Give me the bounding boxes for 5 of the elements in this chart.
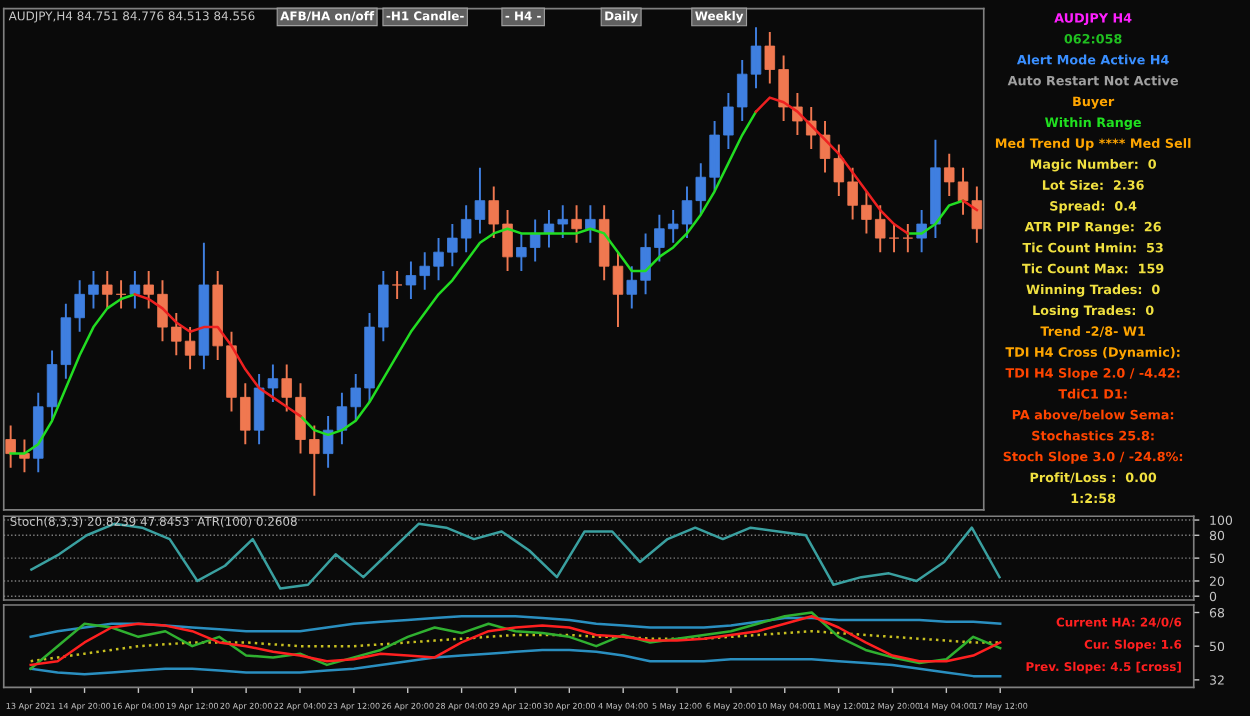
candlestick — [391, 269, 403, 300]
line-series — [29, 615, 1002, 639]
line-series — [29, 629, 1002, 663]
line-series — [29, 648, 1002, 678]
candlestick — [902, 223, 914, 254]
